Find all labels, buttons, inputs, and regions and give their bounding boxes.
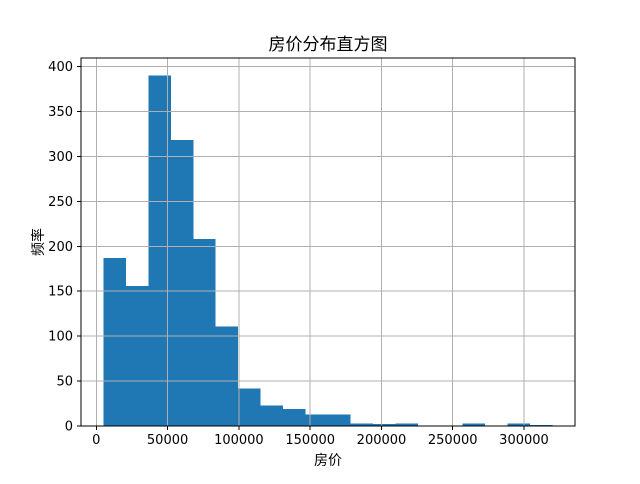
histogram-bar (350, 423, 373, 426)
x-tick-label: 150000 (285, 433, 335, 448)
histogram-bar (125, 285, 149, 426)
histogram-bar (305, 414, 328, 426)
plot-area-border (80, 57, 576, 427)
histogram-bar (148, 75, 171, 427)
x-tick-label: 50000 (147, 433, 188, 448)
y-axis-label: 频率 (30, 228, 47, 256)
histogram-bar (215, 326, 239, 426)
histogram-bar (283, 408, 306, 426)
y-tick-label: 350 (48, 105, 73, 120)
y-tick-label: 150 (48, 285, 73, 300)
x-tick-label: 0 (92, 433, 100, 448)
histogram-bar (328, 414, 351, 426)
histogram-bar (462, 423, 486, 426)
x-tick-label: 100000 (214, 433, 264, 448)
histogram-bar (103, 257, 126, 426)
histogram-bar (372, 424, 396, 426)
y-tick-label: 250 (48, 195, 73, 210)
histogram-bar (238, 388, 261, 426)
y-tick-label: 100 (48, 330, 73, 345)
y-tick-label: 400 (48, 60, 73, 75)
histogram-bar (395, 423, 418, 426)
x-tick-label: 200000 (357, 433, 407, 448)
histogram-bar (193, 239, 216, 426)
histogram-bar (507, 423, 531, 426)
ticks-layer: 0 50000 100000 150000 200000 250000 300000 0 50 1… (48, 60, 549, 448)
histogram-bar (170, 140, 194, 427)
x-tick-label: 300000 (499, 433, 549, 448)
x-axis-label: 房价 (314, 453, 342, 469)
histogram-bar (260, 405, 284, 426)
y-tick-label: 50 (56, 375, 73, 390)
y-tick-label: 300 (48, 150, 73, 165)
y-tick-label: 200 (48, 240, 73, 255)
grid-layer (81, 58, 575, 427)
x-tick-label: 250000 (428, 433, 478, 448)
y-tick-label: 0 (65, 420, 73, 435)
bars-layer (103, 75, 553, 427)
chart-title: 房价分布直方图 (269, 35, 388, 55)
